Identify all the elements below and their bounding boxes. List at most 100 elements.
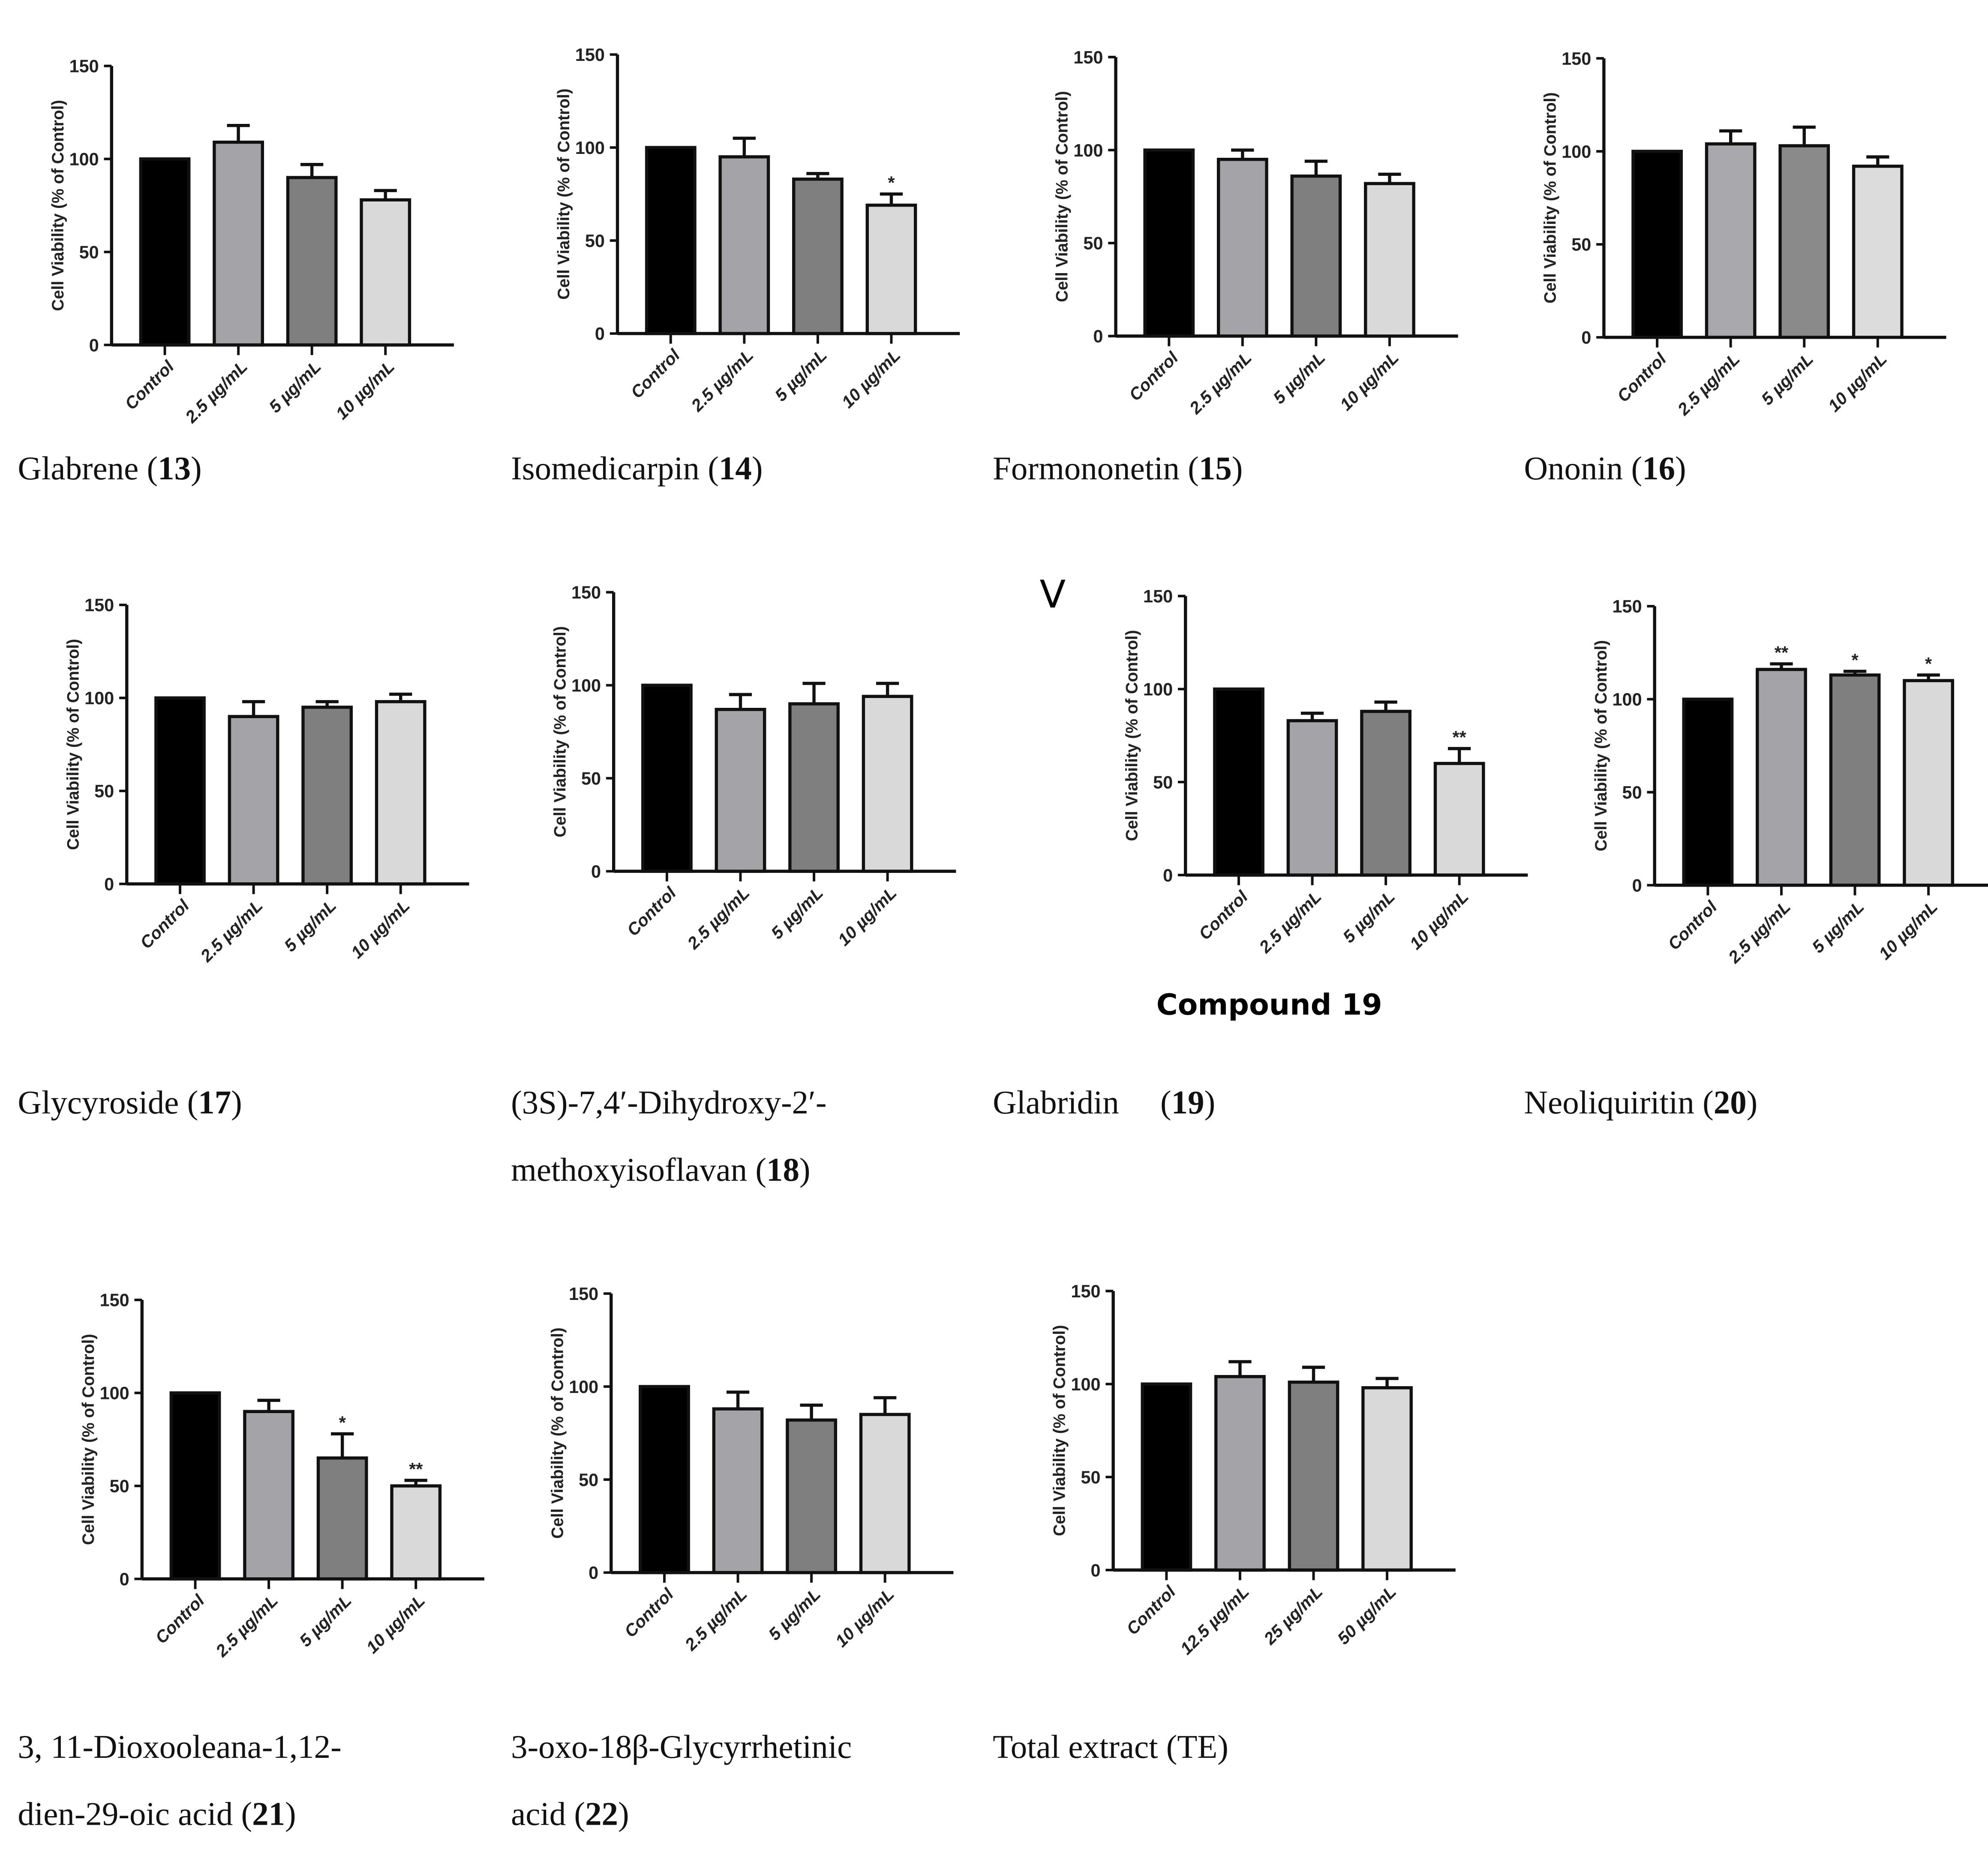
y-tick-label: 100 bbox=[571, 676, 601, 695]
y-tick-label: 0 bbox=[1163, 866, 1173, 885]
significance-marker: ** bbox=[409, 1459, 423, 1479]
caption-text: (3S)-7,4′-Dihydroxy-2′- bbox=[511, 1084, 827, 1121]
x-tick-label: 5 µg/mL bbox=[768, 884, 827, 943]
x-tick-label: 12.5 µg/mL bbox=[1177, 1582, 1253, 1658]
x-tick-label: 2.5 µg/mL bbox=[182, 357, 252, 427]
y-tick-label: 0 bbox=[1093, 327, 1103, 346]
bar bbox=[1705, 142, 1757, 339]
x-tick-label: Control bbox=[621, 1585, 678, 1641]
bar bbox=[641, 683, 693, 873]
bar bbox=[1829, 673, 1881, 887]
y-tick-label: 50 bbox=[1571, 235, 1591, 255]
y-tick-label: 0 bbox=[89, 335, 99, 355]
y-axis-label: Cell Viability (% of Control) bbox=[548, 1327, 567, 1539]
y-tick-label: 0 bbox=[591, 862, 601, 881]
compound-number: 21 bbox=[252, 1796, 285, 1833]
bar bbox=[1364, 182, 1415, 338]
y-tick-label: 0 bbox=[120, 1570, 129, 1589]
caption-oxo-glycyrrhetinic-acid: 3-oxo-18β-Glycyrrhetinic acid (22) bbox=[511, 1713, 852, 1848]
bar bbox=[1143, 148, 1195, 338]
compound-number: 16 bbox=[1642, 450, 1676, 487]
bar bbox=[154, 696, 206, 886]
caption-glycyroside: Glycyroside (17) bbox=[18, 1069, 242, 1137]
y-tick-label: 100 bbox=[1562, 142, 1591, 162]
x-tick-label: Control bbox=[1126, 348, 1182, 405]
y-axis-label: Cell Viability (% of Control) bbox=[1123, 630, 1141, 841]
y-tick-label: 150 bbox=[571, 583, 601, 602]
bar bbox=[316, 1456, 368, 1581]
y-tick-label: 50 bbox=[94, 782, 114, 801]
bar bbox=[243, 1410, 294, 1581]
caption-line: Glabrene (13) bbox=[18, 450, 202, 487]
x-tick-label: 10 µg/mL bbox=[348, 896, 414, 962]
chart-dihydroxy-methoxyisoflavan: 0 50 100 150 Cell Viability (% of Control) Co… bbox=[519, 567, 975, 998]
bar bbox=[213, 140, 264, 347]
y-tick-label: 100 bbox=[1073, 141, 1103, 160]
caption-text: Glycyroside bbox=[18, 1084, 179, 1121]
bar bbox=[1290, 174, 1342, 338]
x-tick-label: 2.5 µg/mL bbox=[1255, 887, 1325, 957]
chart-glabrene: 0 50 100 150 Cell Viability (% of Control) Co… bbox=[16, 41, 473, 472]
caption-text: dien-29-oic acid bbox=[18, 1796, 233, 1833]
bar-chart: 0 50 100 150 Cell Viability (% of Control) Co… bbox=[1051, 1281, 1456, 1658]
x-tick-label: 5 µg/mL bbox=[1758, 349, 1817, 409]
bar bbox=[1288, 1381, 1339, 1572]
y-axis-label: Cell Viability (% of Control) bbox=[79, 1334, 98, 1545]
y-tick-label: 0 bbox=[595, 324, 605, 344]
caption-text: 3-oxo-18β-Glycyrrhetinic bbox=[511, 1728, 852, 1766]
y-tick-label: 50 bbox=[1622, 783, 1642, 803]
y-tick-label: 100 bbox=[1143, 680, 1173, 699]
bar bbox=[862, 695, 913, 873]
x-tick-label: 10 µg/mL bbox=[363, 1591, 429, 1657]
bar-chart: 0 50 100 150 Cell Viability (% of Control) Co… bbox=[64, 596, 469, 966]
bar bbox=[360, 198, 411, 347]
caption-dioxooleana-acid: 3, 11-Dioxooleana-1,12- dien-29-oic acid … bbox=[18, 1713, 341, 1848]
x-tick-label: 5 µg/mL bbox=[772, 346, 831, 405]
bar bbox=[1631, 150, 1683, 339]
y-tick-label: 0 bbox=[1581, 328, 1591, 348]
bar-chart: 0 50 100 150 Cell Viability (% of Control) Co… bbox=[1541, 49, 1946, 419]
chart-formononetin: 0 50 100 150 Cell Viability (% of Control) Co… bbox=[1021, 32, 1477, 463]
y-tick-label: 0 bbox=[1632, 875, 1642, 895]
caption-ononin: Ononin (16) bbox=[1524, 435, 1686, 502]
y-tick-label: 50 bbox=[1081, 1468, 1100, 1487]
y-tick-label: 50 bbox=[581, 769, 601, 788]
significance-marker: ** bbox=[1453, 728, 1467, 747]
bar bbox=[1214, 1375, 1266, 1572]
x-tick-label: Control bbox=[1123, 1582, 1180, 1639]
bar-chart: 0 50 100 150 Cell Viability (% of Control) Co… bbox=[555, 45, 960, 415]
caption-line: 3, 11-Dioxooleana-1,12- bbox=[18, 1713, 341, 1781]
compound-number: 18 bbox=[766, 1151, 799, 1188]
bar bbox=[390, 1484, 442, 1581]
x-tick-label: Control bbox=[1195, 887, 1252, 944]
bar bbox=[1286, 719, 1338, 877]
y-tick-label: 100 bbox=[575, 138, 605, 158]
y-tick-label: 150 bbox=[84, 596, 114, 615]
bar bbox=[865, 203, 917, 335]
caption-text: acid bbox=[511, 1796, 566, 1833]
bar bbox=[1213, 687, 1264, 877]
x-tick-label: 10 µg/mL bbox=[1875, 897, 1941, 963]
bar bbox=[1903, 679, 1955, 887]
caption-isomedicarpin: Isomedicarpin (14) bbox=[511, 435, 763, 502]
caption-line: methoxyisoflavan (18) bbox=[511, 1151, 811, 1188]
y-tick-label: 150 bbox=[575, 45, 605, 65]
y-tick-label: 150 bbox=[100, 1290, 129, 1310]
chart-total-extract: 0 50 100 150 Cell Viability (% of Control) Co… bbox=[1018, 1266, 1474, 1697]
y-tick-label: 150 bbox=[1613, 597, 1642, 617]
y-tick-label: 150 bbox=[1073, 48, 1103, 67]
x-tick-label: 10 µg/mL bbox=[332, 357, 398, 423]
y-tick-label: 50 bbox=[585, 231, 605, 251]
x-tick-label: 2.5 µg/mL bbox=[212, 1591, 282, 1661]
bar-chart: 0 50 100 150 Cell Viability (% of Control) Co… bbox=[551, 583, 956, 953]
caption-line: Glycyroside (17) bbox=[18, 1084, 242, 1121]
y-tick-label: 100 bbox=[100, 1384, 129, 1403]
compound-number: 17 bbox=[198, 1084, 231, 1121]
y-axis-label: Cell Viability (% of Control) bbox=[1053, 91, 1072, 302]
bar bbox=[712, 1407, 764, 1574]
caption-text: Ononin bbox=[1524, 450, 1623, 487]
y-tick-label: 100 bbox=[1613, 690, 1642, 710]
y-axis-label: Cell Viability (% of Control) bbox=[555, 88, 573, 300]
y-tick-label: 150 bbox=[1562, 49, 1591, 69]
bar bbox=[1433, 762, 1485, 877]
